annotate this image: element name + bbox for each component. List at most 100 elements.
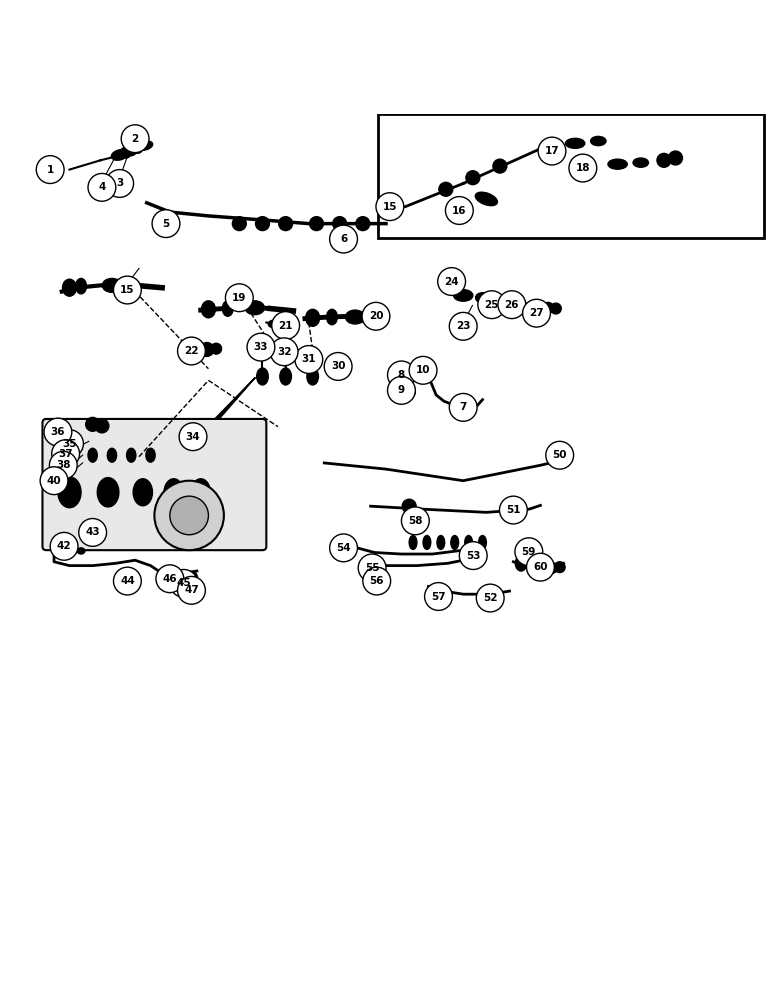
Circle shape	[170, 569, 198, 597]
Circle shape	[376, 193, 404, 221]
Circle shape	[478, 291, 506, 319]
Ellipse shape	[222, 301, 233, 316]
Ellipse shape	[512, 299, 526, 308]
Ellipse shape	[191, 479, 210, 506]
Circle shape	[52, 440, 80, 468]
Text: 32: 32	[277, 347, 291, 357]
Circle shape	[95, 419, 109, 433]
Ellipse shape	[345, 310, 364, 324]
Text: 43: 43	[86, 527, 100, 537]
Ellipse shape	[58, 477, 81, 508]
Circle shape	[256, 217, 269, 231]
Ellipse shape	[535, 559, 545, 573]
Circle shape	[554, 562, 565, 573]
Ellipse shape	[164, 479, 184, 506]
Circle shape	[200, 343, 214, 356]
Ellipse shape	[111, 150, 128, 160]
Ellipse shape	[97, 478, 119, 507]
Text: 21: 21	[279, 321, 293, 331]
Circle shape	[401, 507, 429, 535]
Circle shape	[270, 338, 298, 366]
Text: 17: 17	[545, 146, 559, 156]
Text: 24: 24	[445, 277, 459, 287]
Circle shape	[330, 225, 357, 253]
Ellipse shape	[102, 278, 121, 292]
Ellipse shape	[476, 192, 497, 206]
Text: 40: 40	[47, 476, 61, 486]
Circle shape	[358, 554, 386, 582]
Circle shape	[295, 346, 323, 373]
Text: 22: 22	[185, 346, 198, 356]
Circle shape	[657, 153, 671, 167]
Ellipse shape	[359, 311, 374, 323]
Ellipse shape	[327, 309, 337, 325]
Ellipse shape	[76, 278, 86, 294]
Text: 25: 25	[485, 300, 499, 310]
Circle shape	[363, 567, 391, 595]
Text: 18: 18	[576, 163, 590, 173]
Circle shape	[113, 567, 141, 595]
Circle shape	[399, 378, 411, 390]
Ellipse shape	[157, 572, 167, 586]
Circle shape	[279, 217, 293, 231]
Circle shape	[132, 143, 143, 153]
Circle shape	[120, 147, 131, 158]
Ellipse shape	[476, 293, 489, 303]
Circle shape	[515, 538, 543, 566]
Ellipse shape	[201, 301, 215, 318]
Text: 30: 30	[331, 361, 345, 371]
Circle shape	[259, 351, 266, 359]
Text: 6: 6	[340, 234, 347, 244]
Ellipse shape	[453, 290, 472, 301]
Circle shape	[152, 210, 180, 238]
Ellipse shape	[63, 279, 76, 296]
Ellipse shape	[451, 536, 459, 549]
Circle shape	[88, 173, 116, 201]
Text: 9: 9	[398, 385, 405, 395]
Circle shape	[330, 534, 357, 562]
Text: 37: 37	[59, 449, 73, 459]
Ellipse shape	[306, 309, 320, 326]
Circle shape	[362, 302, 390, 330]
Circle shape	[79, 519, 107, 546]
Circle shape	[459, 542, 487, 569]
Circle shape	[225, 284, 253, 312]
Text: 50: 50	[553, 450, 567, 460]
Ellipse shape	[173, 572, 182, 586]
Text: 56: 56	[370, 576, 384, 586]
Circle shape	[403, 386, 415, 398]
Text: 2: 2	[131, 134, 139, 144]
Text: 16: 16	[452, 206, 466, 216]
Text: 33: 33	[254, 342, 268, 352]
Circle shape	[493, 159, 506, 173]
Text: 20: 20	[369, 311, 383, 321]
Ellipse shape	[137, 141, 153, 150]
Ellipse shape	[479, 536, 486, 549]
Ellipse shape	[268, 320, 279, 328]
Text: 45: 45	[177, 578, 191, 588]
Ellipse shape	[492, 296, 509, 306]
Text: 5: 5	[162, 219, 170, 229]
Circle shape	[49, 451, 77, 479]
Circle shape	[232, 217, 246, 231]
Ellipse shape	[516, 556, 527, 571]
Circle shape	[466, 171, 479, 185]
Circle shape	[154, 481, 224, 550]
Text: 26: 26	[505, 300, 519, 310]
Text: 4: 4	[98, 182, 106, 192]
Ellipse shape	[591, 136, 606, 146]
Circle shape	[546, 441, 574, 469]
Ellipse shape	[279, 368, 291, 385]
Circle shape	[527, 553, 554, 581]
Bar	[378, 114, 764, 238]
Circle shape	[449, 312, 477, 340]
Ellipse shape	[107, 448, 117, 462]
Circle shape	[449, 393, 477, 421]
Circle shape	[121, 125, 149, 153]
Circle shape	[543, 302, 554, 313]
Text: 35: 35	[63, 439, 76, 449]
Bar	[81, 438, 124, 451]
Circle shape	[211, 343, 222, 354]
Circle shape	[538, 137, 566, 165]
Circle shape	[156, 565, 184, 593]
